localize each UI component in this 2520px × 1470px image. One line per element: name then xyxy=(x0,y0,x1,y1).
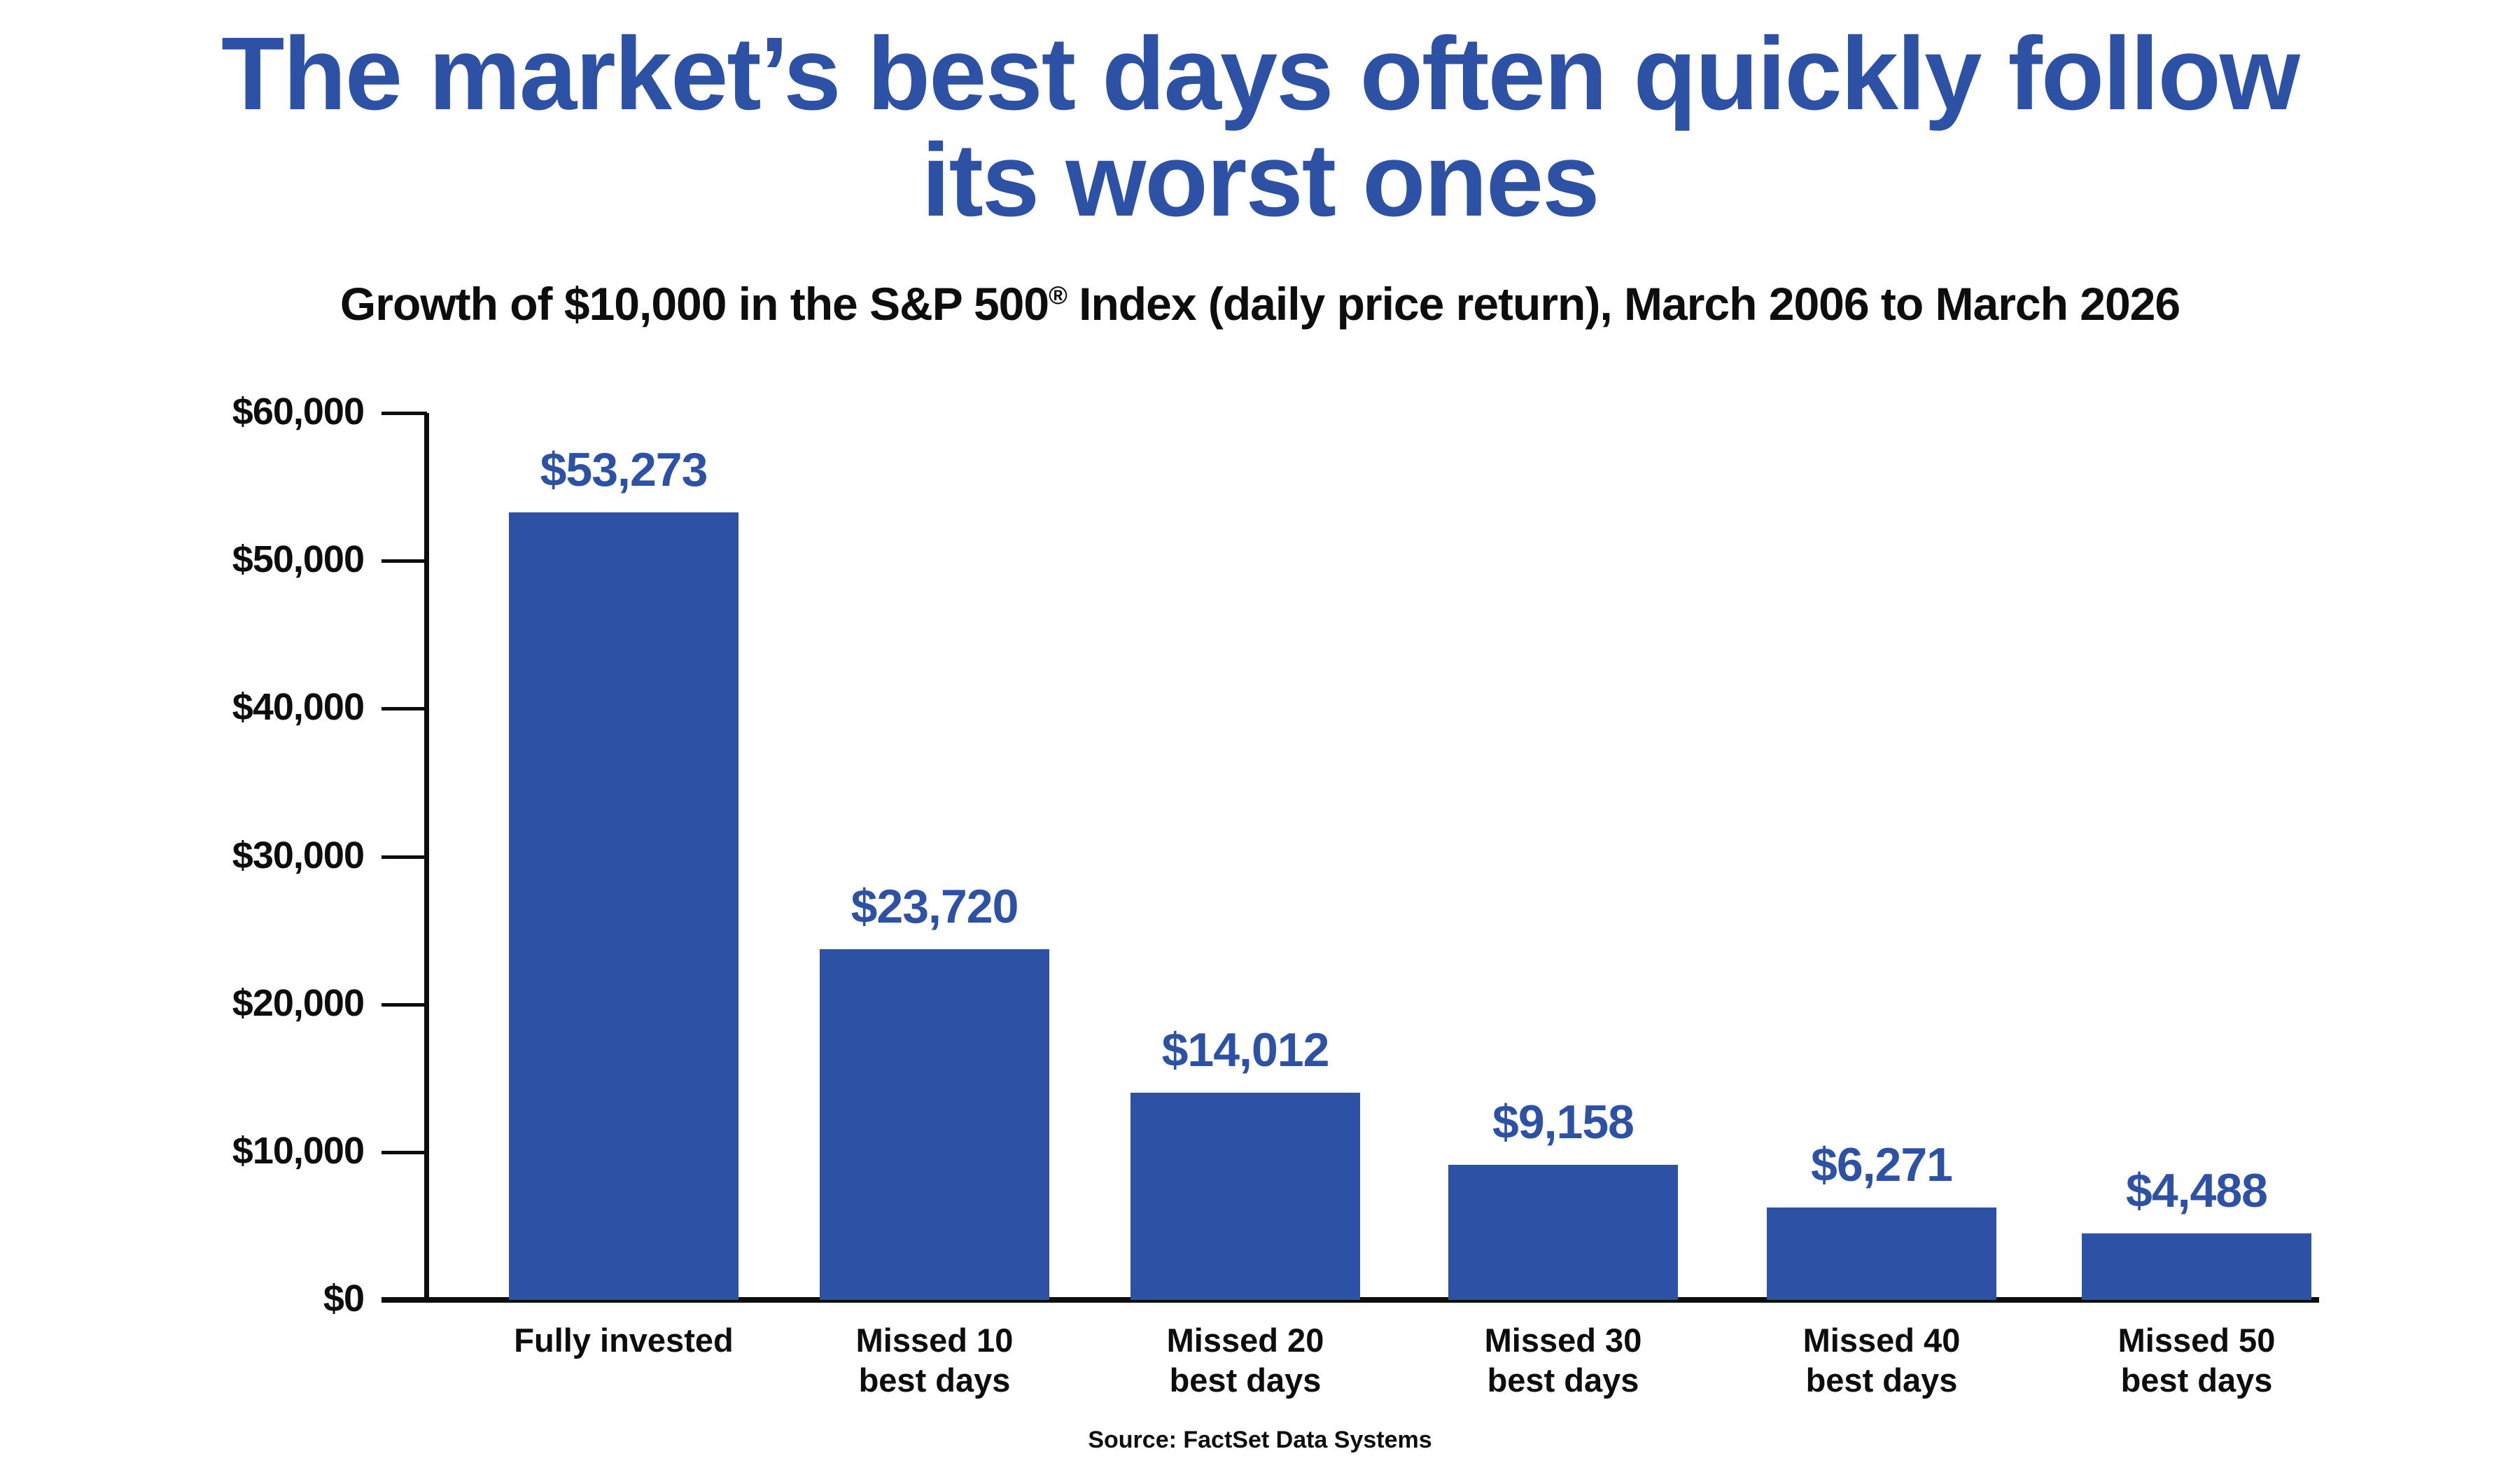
y-tick-mark xyxy=(382,559,427,564)
y-tick-mark xyxy=(382,707,427,711)
bar-value-label: $14,012 xyxy=(1161,1023,1330,1077)
bar-category-label: Missed 40 best days xyxy=(1802,1322,1961,1399)
bar-value-label: $4,488 xyxy=(2126,1164,2268,1217)
bar xyxy=(1767,1208,1996,1300)
bar-category-label: Fully invested xyxy=(514,1322,734,1359)
bar-category-label: Missed 20 best days xyxy=(1166,1322,1324,1399)
y-tick-label: $20,000 xyxy=(232,981,365,1024)
x-axis-line xyxy=(382,1297,2319,1303)
bar xyxy=(1448,1165,1678,1300)
y-tick-mark xyxy=(382,1150,427,1154)
y-tick-mark xyxy=(382,1002,427,1007)
bar-value-label: $9,158 xyxy=(1492,1096,1634,1149)
bar-value-label: $6,271 xyxy=(1811,1138,1953,1191)
chart-subtitle-text-after: Index (daily price return), March 2006 t… xyxy=(1066,278,2180,330)
bar-category-label: Missed 50 best days xyxy=(2118,1322,2276,1399)
y-tick-label: $30,000 xyxy=(232,834,365,876)
y-tick-label: $50,000 xyxy=(232,538,365,581)
y-tick-mark xyxy=(382,1298,427,1302)
y-tick-mark xyxy=(382,855,427,859)
y-tick-label: $0 xyxy=(323,1278,365,1320)
chart-subtitle: Growth of $10,000 in the S&P 500® Index … xyxy=(0,277,2520,330)
bar xyxy=(1130,1093,1360,1300)
bar xyxy=(509,512,738,1300)
y-tick-label: $40,000 xyxy=(232,686,365,729)
chart-title: The market’s best days often quickly fol… xyxy=(0,16,2520,239)
y-tick-label: $10,000 xyxy=(232,1129,365,1172)
chart-subtitle-text: Growth of $10,000 in the S&P 500 xyxy=(340,278,1049,330)
y-tick-mark xyxy=(382,412,427,415)
bar-category-label: Missed 30 best days xyxy=(1484,1322,1642,1399)
bar xyxy=(2082,1233,2311,1300)
bar-value-label: $23,720 xyxy=(850,880,1019,933)
source-note: Source: FactSet Data Systems xyxy=(1088,1427,1432,1453)
chart-title-line-1: The market’s best days often quickly fol… xyxy=(221,16,2300,132)
registered-trademark-symbol: ® xyxy=(1049,281,1068,309)
bar-value-label: $53,273 xyxy=(540,443,708,496)
y-tick-label: $60,000 xyxy=(232,391,365,433)
bar xyxy=(820,949,1049,1300)
chart-title-line-2: its worst ones xyxy=(921,122,1600,239)
bar-category-label: Missed 10 best days xyxy=(855,1322,1014,1399)
